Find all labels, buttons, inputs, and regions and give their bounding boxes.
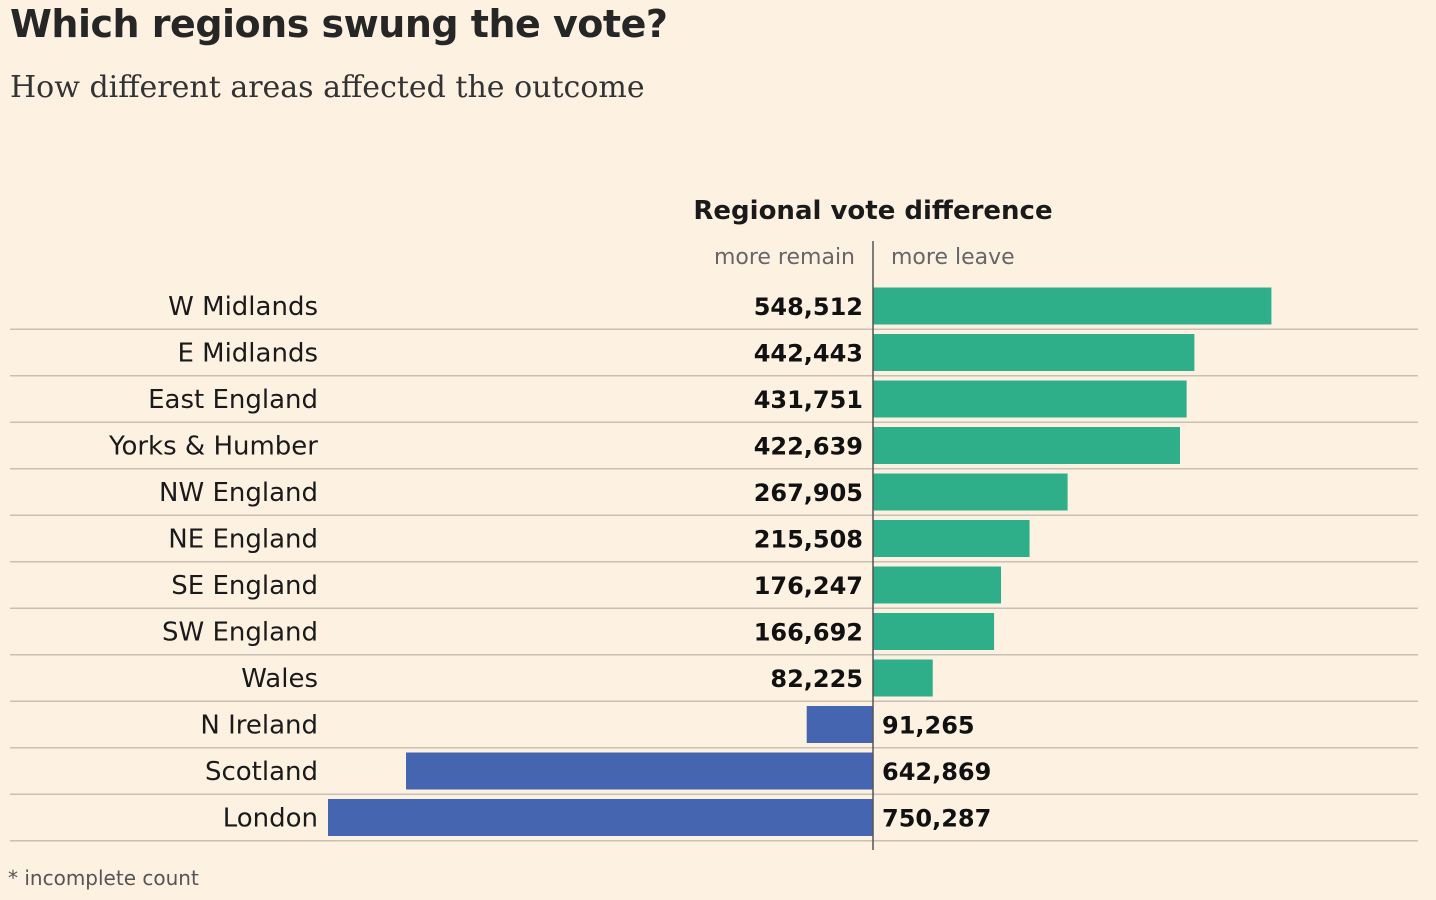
chart-subtitle: How different areas affected the outcome [10,70,645,105]
value-label: 166,692 [754,619,863,647]
leave-bar [873,427,1181,464]
value-label: 548,512 [754,293,863,321]
leave-bar [873,334,1195,371]
value-label: 422,639 [754,433,863,461]
category-label: East England [148,385,318,415]
leave-bar [873,473,1068,511]
category-label: W Midlands [168,292,318,322]
category-label: NW England [159,478,318,508]
value-label: 267,905 [754,479,863,507]
chart-heading: Regional vote difference [693,196,1052,226]
value-label: 750,287 [882,805,991,833]
value-label: 176,247 [754,572,863,600]
more-remain-label: more remain [714,245,855,270]
category-label: SE England [171,571,318,601]
category-label: Scotland [205,757,318,787]
leave-bar [873,380,1187,418]
remain-bar [406,752,873,790]
remain-bar [806,706,873,743]
value-label: 642,869 [882,758,991,786]
category-label: London [223,804,318,834]
leave-bar [873,613,995,650]
remain-bar [328,799,873,836]
leave-bar [873,566,1002,604]
category-label: Yorks & Humber [108,432,318,462]
value-label: 82,225 [770,665,863,693]
category-label: NE England [168,525,318,555]
value-label: 431,751 [754,386,863,414]
category-label: N Ireland [200,711,318,741]
category-label: Wales [241,664,318,694]
category-label: E Midlands [177,339,318,369]
more-leave-label: more leave [891,245,1015,270]
value-label: 91,265 [882,712,975,740]
category-label: SW England [162,618,318,648]
value-label: 215,508 [754,526,863,554]
leave-bar [873,520,1030,557]
footnote: * incomplete count [8,866,199,890]
value-label: 442,443 [754,340,863,368]
chart-title: Which regions swung the vote? [10,2,668,46]
leave-bar [873,287,1272,325]
leave-bar [873,659,933,697]
